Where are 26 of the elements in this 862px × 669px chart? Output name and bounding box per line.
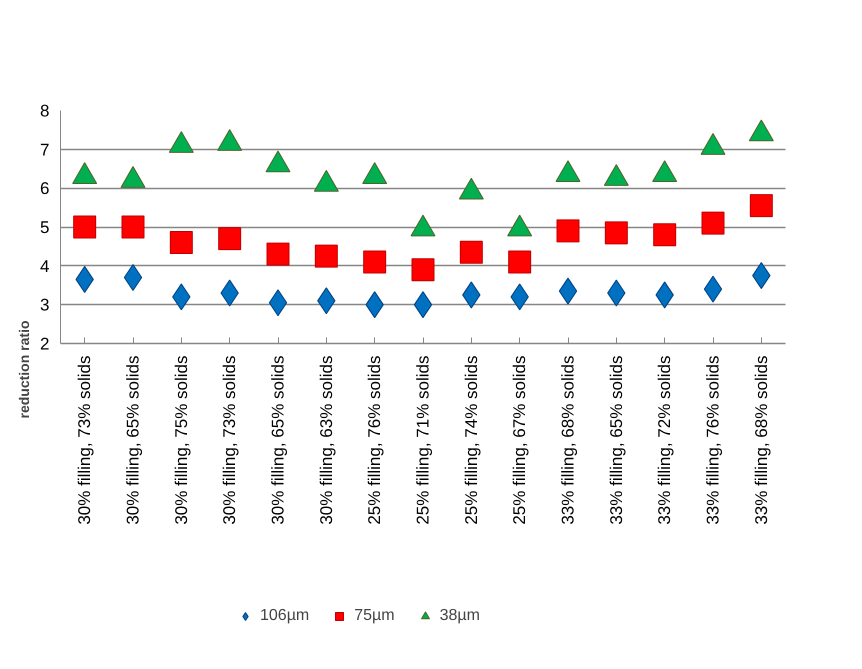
x-tick-label: 25% filling, 67% solids (510, 355, 530, 525)
legend-label: 75µm (354, 607, 395, 625)
x-tick-label: 30% filling, 65% solids (124, 355, 142, 525)
x-tick-label: 25% filling, 71% solids (414, 355, 432, 525)
x-tick-label: 25% filling, 76% solids (365, 355, 384, 525)
x-tick-label: 25% filling, 74% solids (462, 355, 481, 525)
y-axis-title: reduction ratio (16, 320, 32, 419)
x-tick-label: 30% filling, 75% solids (172, 355, 191, 525)
y-tick-label: 2 (40, 334, 50, 354)
x-tick-label: 33% filling, 76% solids (704, 355, 722, 525)
x-tick-label: 30% filling, 73% solids (75, 355, 94, 525)
y-tick-label: 7 (40, 140, 50, 160)
legend-label: 106µm (260, 607, 310, 625)
x-tick-label: 30% filling, 65% solids (268, 355, 288, 525)
x-tick-label: 30% filling, 73% solids (220, 355, 240, 525)
y-tick-label: 3 (40, 296, 50, 315)
x-tick-label: 33% filling, 65% solids (606, 355, 626, 525)
y-tick-label: 8 (40, 102, 50, 120)
x-tick-label: 33% filling, 68% solids (558, 355, 578, 525)
x-tick-label: 30% filling, 63% solids (316, 355, 336, 525)
legend-label: 38µm (440, 607, 480, 625)
y-tick-label: 5 (40, 218, 50, 237)
x-tick-label: 33% filling, 72% solids (655, 355, 674, 525)
x-tick-label: 33% filling, 68% solids (752, 355, 771, 525)
y-tick-label: 6 (40, 179, 50, 198)
y-tick-label: 4 (40, 256, 50, 276)
